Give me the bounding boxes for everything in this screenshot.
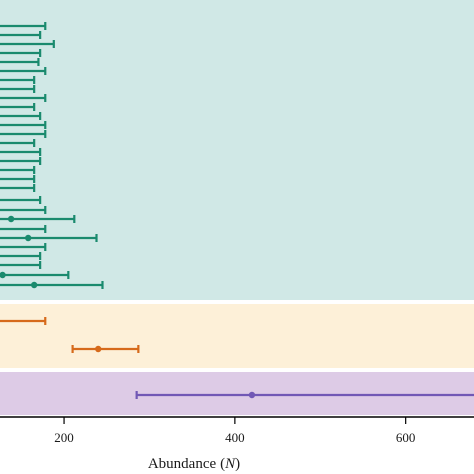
band-2 <box>0 372 474 415</box>
x-axis: 200 400 600 <box>0 416 474 445</box>
series-0 <box>0 22 104 289</box>
x-axis-title-text: Abundance <box>148 456 217 472</box>
data-point <box>30 281 38 289</box>
series-2 <box>135 391 474 399</box>
data-point <box>7 215 15 223</box>
x-tick-label: 600 <box>396 430 416 445</box>
x-tick-label: 200 <box>54 430 74 445</box>
x-axis-title-var: N <box>224 456 236 472</box>
x-axis-title: Abundance (N) <box>148 456 240 472</box>
band-1 <box>0 304 474 368</box>
data-point <box>0 271 6 279</box>
band-layer <box>0 0 474 415</box>
band-0 <box>0 0 474 300</box>
errorbar-layer <box>0 22 474 399</box>
data-point <box>95 345 102 353</box>
data-point <box>248 391 256 399</box>
x-tick-label: 400 <box>225 430 245 445</box>
series-1 <box>0 317 140 353</box>
data-point <box>24 234 32 242</box>
